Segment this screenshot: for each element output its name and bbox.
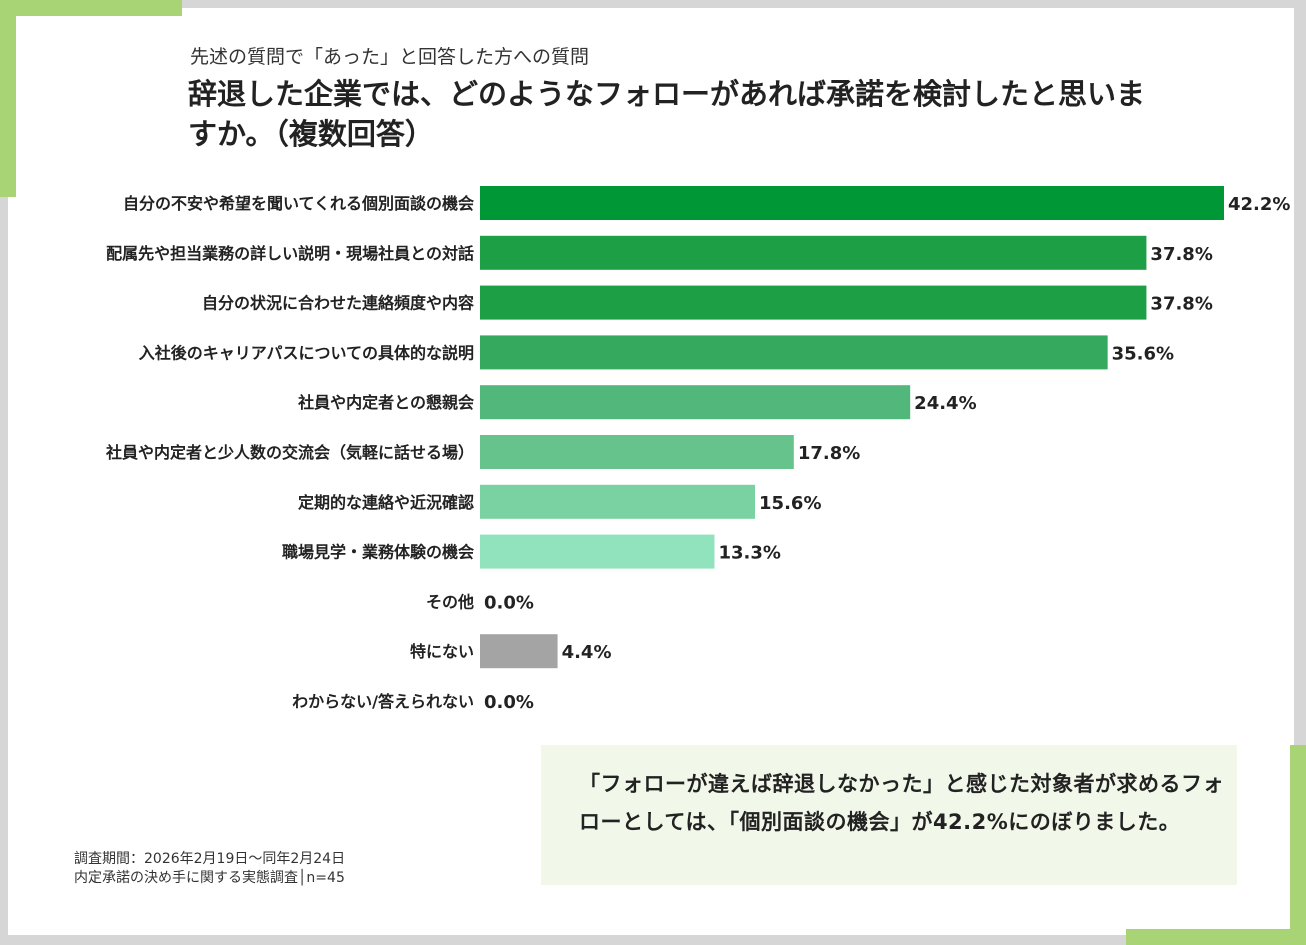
value-label: 17.8% <box>798 443 860 464</box>
category-label: 社員や内定者と少人数の交流会（気軽に話せる場） <box>105 443 474 462</box>
accent-bar-top-left <box>0 0 182 16</box>
category-label: わからない/答えられない <box>292 692 474 711</box>
bar <box>480 435 794 469</box>
bar <box>480 186 1224 220</box>
value-label: 15.6% <box>759 493 821 514</box>
value-label: 37.8% <box>1150 294 1212 315</box>
value-label: 37.8% <box>1150 244 1212 265</box>
chart-subtitle: 先述の質問で「あった」と回答した方への質問 <box>190 46 590 68</box>
bar <box>480 385 911 420</box>
value-label: 42.2% <box>1228 194 1290 215</box>
accent-bar-bottom-right <box>1126 929 1306 945</box>
category-label: 社員や内定者との懇親会 <box>297 393 474 412</box>
bar <box>480 335 1108 370</box>
survey-name: 内定承諾の決め手に関する実態調査│n=45 <box>74 870 345 886</box>
accent-bar-left <box>0 0 16 197</box>
value-label: 24.4% <box>914 393 976 414</box>
category-label: 特にない <box>410 642 474 661</box>
bar <box>480 634 558 669</box>
bar <box>480 285 1147 320</box>
category-label: 自分の不安や希望を聞いてくれる個別面談の機会 <box>123 194 474 213</box>
value-label: 0.0% <box>484 592 534 613</box>
bar <box>480 235 1147 270</box>
summary-text: 「フォローが違えば辞退しなかった」と感じた対象者が求めるフォローとしては、「個別… <box>579 772 1224 834</box>
bar <box>480 484 756 519</box>
bar <box>480 534 715 569</box>
value-label: 35.6% <box>1112 343 1174 364</box>
value-label: 4.4% <box>562 642 612 663</box>
category-label: 配属先や担当業務の詳しい説明・現場社員との対話 <box>106 244 474 263</box>
category-label: その他 <box>426 592 474 611</box>
category-label: 入社後のキャリアパスについての具体的な説明 <box>139 343 474 362</box>
summary-box: 「フォローが違えば辞退しなかった」と感じた対象者が求めるフォローとしては、「個別… <box>541 745 1237 885</box>
accent-bar-right <box>1290 745 1306 945</box>
category-label: 自分の状況に合わせた連絡頻度や内容 <box>202 294 474 313</box>
survey-period: 調査期間：2026年2月19日～同年2月24日 <box>74 851 346 867</box>
value-label: 13.3% <box>718 543 780 564</box>
value-label: 0.0% <box>484 692 534 713</box>
category-label: 職場見学・業務体験の機会 <box>282 543 474 562</box>
category-label: 定期的な連絡や近況確認 <box>297 493 474 512</box>
chart-title: 辞退した企業では、どのようなフォローがあれば承諾を検討したと思いますか。（複数回… <box>188 77 1146 151</box>
